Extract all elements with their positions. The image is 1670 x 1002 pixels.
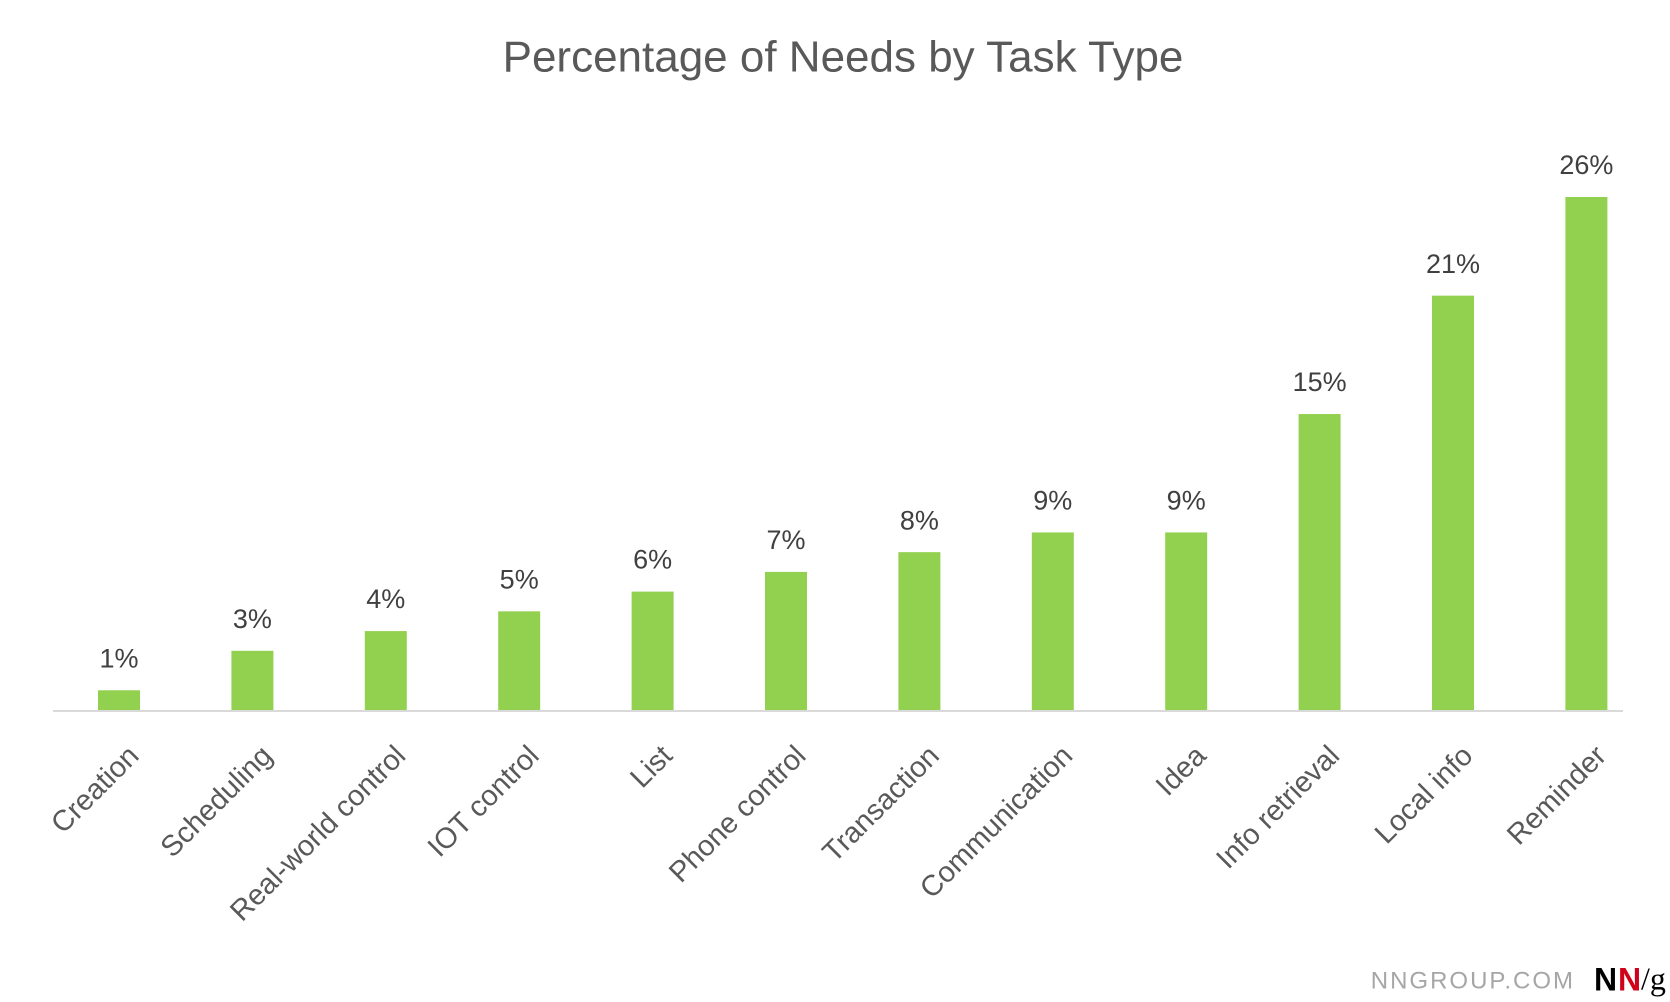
bar	[364, 631, 407, 710]
x-tick-label: Phone control	[663, 740, 812, 889]
bar	[1565, 197, 1608, 710]
x-tick-label: Creation	[45, 740, 145, 840]
data-label: 3%	[233, 604, 272, 634]
bar	[1298, 414, 1341, 710]
bar	[1165, 532, 1208, 710]
data-label: 8%	[900, 505, 939, 535]
bar	[1432, 295, 1474, 710]
footer-site: NNGROUP.COM	[1371, 967, 1575, 994]
logo-g: /g	[1641, 960, 1666, 996]
bar	[98, 690, 140, 710]
data-label: 1%	[99, 643, 138, 673]
data-label: 6%	[633, 545, 672, 575]
data-label: 21%	[1426, 249, 1480, 279]
x-tick-label: Scheduling	[155, 740, 279, 864]
data-label: 26%	[1559, 150, 1613, 180]
bar	[231, 650, 274, 710]
x-tick-label: List	[624, 740, 679, 795]
x-tick-label: Reminder	[1501, 739, 1613, 851]
logo-n2: N	[1618, 961, 1641, 997]
logo-n1: N	[1594, 961, 1617, 997]
bar	[498, 611, 541, 710]
x-tick-label: IOT control	[422, 740, 546, 864]
bar	[631, 591, 674, 710]
data-label: 4%	[366, 584, 405, 614]
x-tick-label: Local info	[1369, 740, 1479, 850]
bar	[1031, 532, 1074, 710]
chart-title: Percentage of Needs by Task Type	[503, 33, 1184, 82]
data-label: 7%	[766, 525, 805, 555]
x-tick-label: Info retrieval	[1210, 740, 1345, 875]
data-label: 9%	[1167, 486, 1206, 516]
x-tick-label: Idea	[1150, 739, 1213, 802]
data-label: 15%	[1293, 367, 1347, 397]
bar	[765, 571, 807, 710]
data-label: 5%	[500, 564, 539, 594]
data-label: 9%	[1033, 486, 1072, 516]
x-tick-label: Transaction	[817, 740, 946, 869]
bar	[898, 552, 941, 710]
